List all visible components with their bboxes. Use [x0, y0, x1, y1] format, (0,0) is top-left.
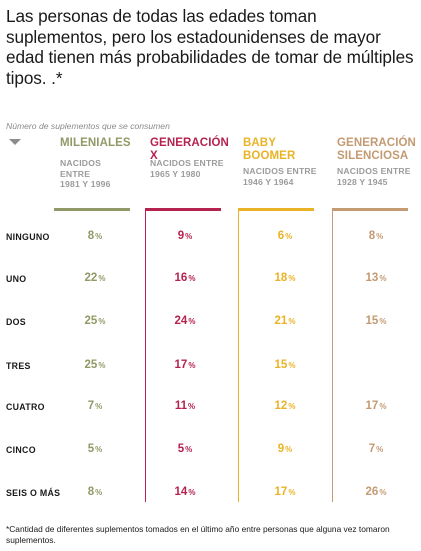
- data-label-boomer-3: 15%: [274, 359, 296, 371]
- generation-born-milenials: NACIDOS ENTRE 1981 Y 1996: [60, 158, 111, 189]
- data-label-silent-1: 13%: [365, 272, 387, 284]
- data-label-boomer-2: 21%: [274, 315, 296, 327]
- data-label-silent-5: 7%: [368, 443, 384, 455]
- column-divider-silent: [332, 210, 333, 502]
- data-label-genx-6: 14%: [174, 486, 196, 498]
- generation-name-milenials: MILENIALES: [60, 137, 131, 149]
- generation-born-genx: NACIDOS ENTRE 1965 Y 1980: [150, 158, 224, 179]
- row-label-1: UNO: [6, 274, 27, 284]
- generation-born-boomer: NACIDOS ENTRE 1946 Y 1964: [243, 166, 317, 187]
- generation-underline-silent: [332, 208, 408, 211]
- generation-name-genx: GENERACIÓN X: [150, 137, 229, 162]
- data-label-genx-5: 5%: [177, 443, 193, 455]
- generation-underline-milenials: [54, 208, 130, 211]
- data-label-milenials-2: 25%: [84, 315, 106, 327]
- data-label-boomer-4: 12%: [274, 400, 296, 412]
- row-label-6: SEIS O MÁS: [6, 488, 61, 498]
- chart-subtitle: Número de suplementos que se consumen: [6, 121, 170, 131]
- row-label-4: CUATRO: [6, 402, 45, 412]
- data-label-genx-2: 24%: [174, 315, 196, 327]
- column-divider-boomer: [238, 210, 239, 502]
- data-label-genx-3: 17%: [174, 359, 196, 371]
- data-label-milenials-5: 5%: [87, 443, 103, 455]
- generation-underline-boomer: [238, 208, 314, 211]
- column-divider-genx: [145, 210, 146, 502]
- data-label-milenials-3: 25%: [84, 359, 106, 371]
- data-label-silent-4: 17%: [365, 400, 387, 412]
- generation-underline-genx: [145, 208, 221, 211]
- data-label-milenials-6: 8%: [87, 486, 103, 498]
- data-label-boomer-5: 9%: [277, 443, 293, 455]
- data-label-milenials-1: 22%: [84, 272, 106, 284]
- data-label-milenials-0: 8%: [87, 230, 103, 242]
- caret-down-icon: [9, 139, 21, 145]
- row-label-3: TRES: [6, 361, 31, 371]
- row-label-0: NINGUNO: [6, 232, 50, 242]
- data-label-silent-0: 8%: [368, 230, 384, 242]
- generation-born-silent: NACIDOS ENTRE 1928 Y 1945: [337, 166, 411, 187]
- data-label-boomer-0: 6%: [277, 230, 293, 242]
- data-label-milenials-4: 7%: [87, 400, 103, 412]
- generation-name-boomer: BABY BOOMER: [243, 137, 296, 162]
- data-label-genx-4: 11%: [174, 400, 196, 412]
- data-label-silent-6: 26%: [365, 486, 387, 498]
- generation-name-silent: GENERACIÓN SILENCIOSA: [337, 137, 416, 162]
- row-label-2: DOS: [6, 317, 26, 327]
- chart-title: Las personas de todas las edades toman s…: [6, 6, 414, 88]
- data-label-boomer-6: 17%: [274, 486, 296, 498]
- row-label-5: CINCO: [6, 445, 36, 455]
- data-label-genx-0: 9%: [177, 230, 193, 242]
- data-label-silent-2: 15%: [365, 315, 387, 327]
- data-label-boomer-1: 18%: [274, 272, 296, 284]
- data-label-genx-1: 16%: [174, 272, 196, 284]
- footnote: *Cantidad de diferentes suplementos toma…: [6, 524, 390, 545]
